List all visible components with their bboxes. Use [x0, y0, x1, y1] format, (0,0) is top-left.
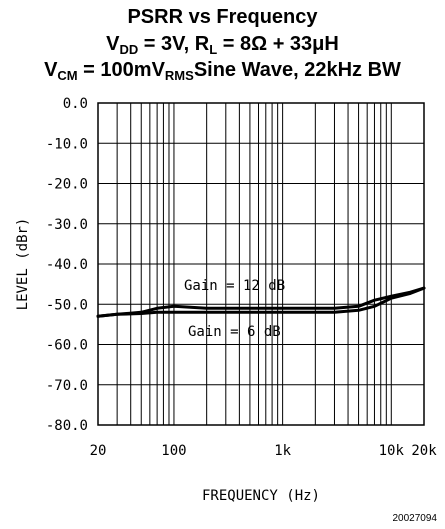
series-lines — [96, 286, 426, 318]
y-tick-label: -60.0 — [46, 338, 88, 354]
y-tick-label: -80.0 — [46, 418, 88, 434]
figure-code: 20027094 — [393, 513, 438, 524]
series-line-1 — [96, 286, 426, 318]
y-tick-label: -20.0 — [46, 177, 88, 193]
x-tick-label: 100 — [161, 443, 186, 459]
series-line-2 — [96, 286, 426, 318]
y-tick-label: -40.0 — [46, 257, 88, 273]
x-tick-label: 20k — [411, 443, 437, 459]
chart-title-line-2: VDD = 3V, RL = 8Ω + 33μH — [106, 33, 339, 57]
x-tick-label: 10k — [379, 443, 405, 459]
grid — [97, 102, 425, 426]
y-tick-label: -50.0 — [46, 297, 88, 313]
plot-frame — [97, 102, 425, 426]
x-tick-label: 1k — [274, 443, 291, 459]
annotation-gain-12: Gain = 12 dB — [184, 278, 285, 294]
y-tick-label: -70.0 — [46, 378, 88, 394]
x-axis-label: FREQUENCY (Hz) — [202, 488, 320, 504]
annotation-gain-6: Gain = 6 dB — [188, 324, 281, 340]
y-axis-label: LEVEL (dBr) — [15, 218, 31, 311]
axis-labels: 0.0 -10.0 -20.0 -30.0 -40.0 -50.0 -60.0 -70.0 -8… — [15, 96, 437, 504]
y-tick-label: 0.0 — [63, 96, 88, 112]
x-tick-label: 20 — [90, 443, 107, 459]
chart-title-line-1: PSRR vs Frequency — [127, 6, 318, 28]
y-tick-label: -10.0 — [46, 136, 88, 152]
y-tick-label: -30.0 — [46, 217, 88, 233]
chart-title-line-3: VCM = 100mVRMSSine Wave, 22kHz BW — [44, 59, 401, 83]
